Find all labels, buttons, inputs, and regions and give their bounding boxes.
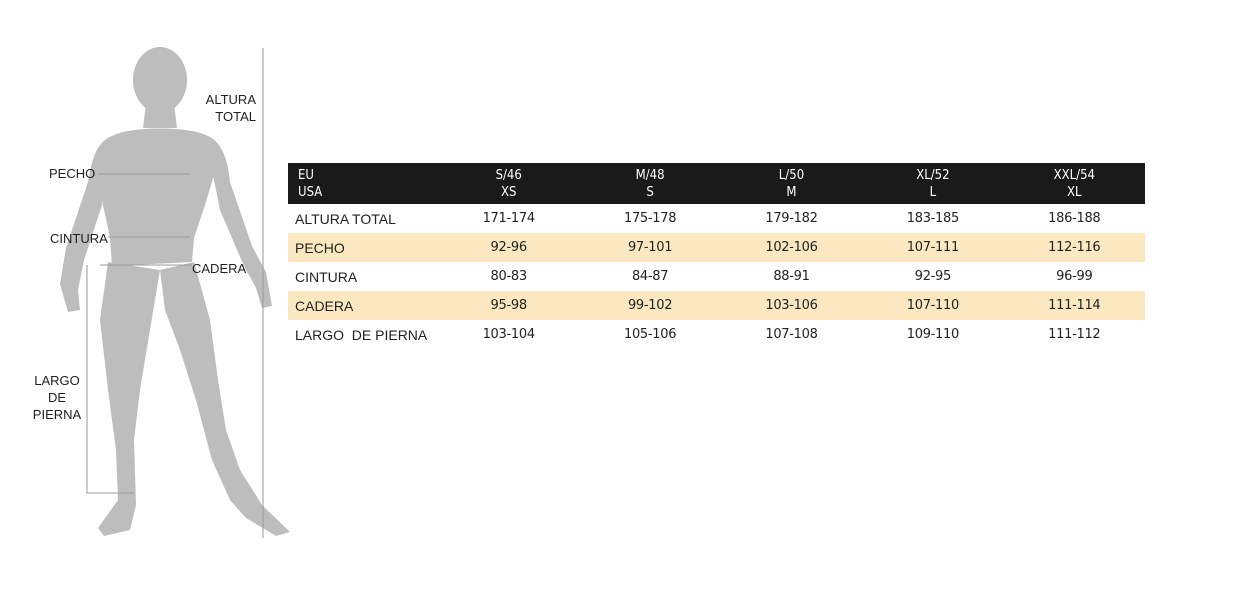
usa-size: M xyxy=(786,185,797,200)
table-cell: 105-106 xyxy=(623,327,677,342)
size-column-header: XL/52 L xyxy=(862,163,1003,204)
row-label: PECHO xyxy=(295,239,345,256)
table-cell: 103-106 xyxy=(765,298,818,313)
row-label: CADERA xyxy=(295,297,354,314)
altura-label-line1: ALTURA xyxy=(205,92,256,107)
table-cell: 186-188 xyxy=(1048,211,1101,226)
table-cell: 92-96 xyxy=(490,240,528,255)
altura-total-label: ALTURA TOTAL xyxy=(203,91,256,125)
table-cell: 102-106 xyxy=(765,240,818,255)
cadera-label: CADERA xyxy=(192,261,247,276)
largo-label-line3: PIERNA xyxy=(32,407,82,422)
size-chart: EU USA S/46 XS M/48 S L/50 M XL/52 L xyxy=(288,163,1145,349)
largo-label-line1: LARGO xyxy=(34,373,80,388)
table-cell: 88-91 xyxy=(773,269,810,284)
table-row: PECHO 92-96 97-101 102-106 107-111 112-1… xyxy=(288,233,1145,262)
altura-label-line2: TOTAL xyxy=(215,109,256,124)
eu-size: M/48 xyxy=(635,168,665,183)
size-column-header: M/48 S xyxy=(579,163,720,204)
table-cell: 84-87 xyxy=(631,269,669,284)
table-row: CINTURA 80-83 84-87 88-91 92-95 96-99 xyxy=(288,262,1145,291)
eu-size: S/46 xyxy=(495,168,522,183)
row-label: ALTURA TOTAL xyxy=(295,210,396,227)
eu-size: XXL/54 xyxy=(1053,168,1095,183)
size-table-header: EU USA S/46 XS M/48 S L/50 M XL/52 L xyxy=(288,163,1145,204)
table-cell: 107-108 xyxy=(765,327,818,342)
largo-label-line2: DE xyxy=(47,390,67,405)
row-label: LARGO DE PIERNA xyxy=(295,326,428,343)
row-label: CINTURA xyxy=(295,268,358,285)
size-column-header: S/46 XS xyxy=(438,163,579,204)
size-table: EU USA S/46 XS M/48 S L/50 M XL/52 L xyxy=(288,163,1145,349)
table-cell: 80-83 xyxy=(490,269,528,284)
table-cell: 103-104 xyxy=(482,327,536,342)
table-cell: 95-98 xyxy=(490,298,528,313)
table-cell: 179-182 xyxy=(765,211,818,226)
table-cell: 99-102 xyxy=(627,298,673,313)
table-cell: 112-116 xyxy=(1048,240,1101,255)
eu-header-label: EU xyxy=(298,168,314,183)
table-cell: 111-112 xyxy=(1048,327,1101,342)
pecho-label: PECHO xyxy=(49,166,96,181)
table-row: LARGO DE PIERNA 103-104 105-106 107-108 … xyxy=(288,320,1145,349)
table-cell: 96-99 xyxy=(1056,269,1093,284)
table-cell: 107-111 xyxy=(906,240,960,255)
eu-size: L/50 xyxy=(778,168,805,183)
largo-de-pierna-label: LARGO DE PIERNA xyxy=(30,372,84,423)
cintura-label: CINTURA xyxy=(50,231,108,246)
usa-size: L xyxy=(929,185,937,200)
table-cell: 109-110 xyxy=(906,327,960,342)
table-cell: 107-110 xyxy=(906,298,960,313)
table-row: ALTURA TOTAL 171-174 175-178 179-182 183… xyxy=(288,204,1145,233)
table-cell: 97-101 xyxy=(627,240,673,255)
table-cell: 183-185 xyxy=(906,211,960,226)
usa-size: XL xyxy=(1067,185,1082,200)
size-column-header: XXL/54 XL xyxy=(1004,163,1145,204)
usa-header-label: USA xyxy=(298,185,323,200)
eu-size: XL/52 xyxy=(916,168,950,183)
table-cell: 175-178 xyxy=(623,211,677,226)
usa-size: S xyxy=(646,185,654,200)
table-row: CADERA 95-98 99-102 103-106 107-110 111-… xyxy=(288,291,1145,320)
region-header: EU USA xyxy=(288,163,438,204)
table-cell: 111-114 xyxy=(1048,298,1101,313)
body-silhouette-icon xyxy=(60,47,290,538)
table-cell: 92-95 xyxy=(914,269,952,284)
size-table-body: ALTURA TOTAL 171-174 175-178 179-182 183… xyxy=(288,204,1145,349)
header-row: EU USA S/46 XS M/48 S L/50 M XL/52 L xyxy=(288,163,1145,204)
usa-size: XS xyxy=(500,185,517,200)
table-cell: 171-174 xyxy=(482,211,536,226)
size-column-header: L/50 M xyxy=(721,163,862,204)
body-measurement-figure: ALTURA TOTAL PECHO CINTURA CADERA LARGO … xyxy=(0,0,300,599)
